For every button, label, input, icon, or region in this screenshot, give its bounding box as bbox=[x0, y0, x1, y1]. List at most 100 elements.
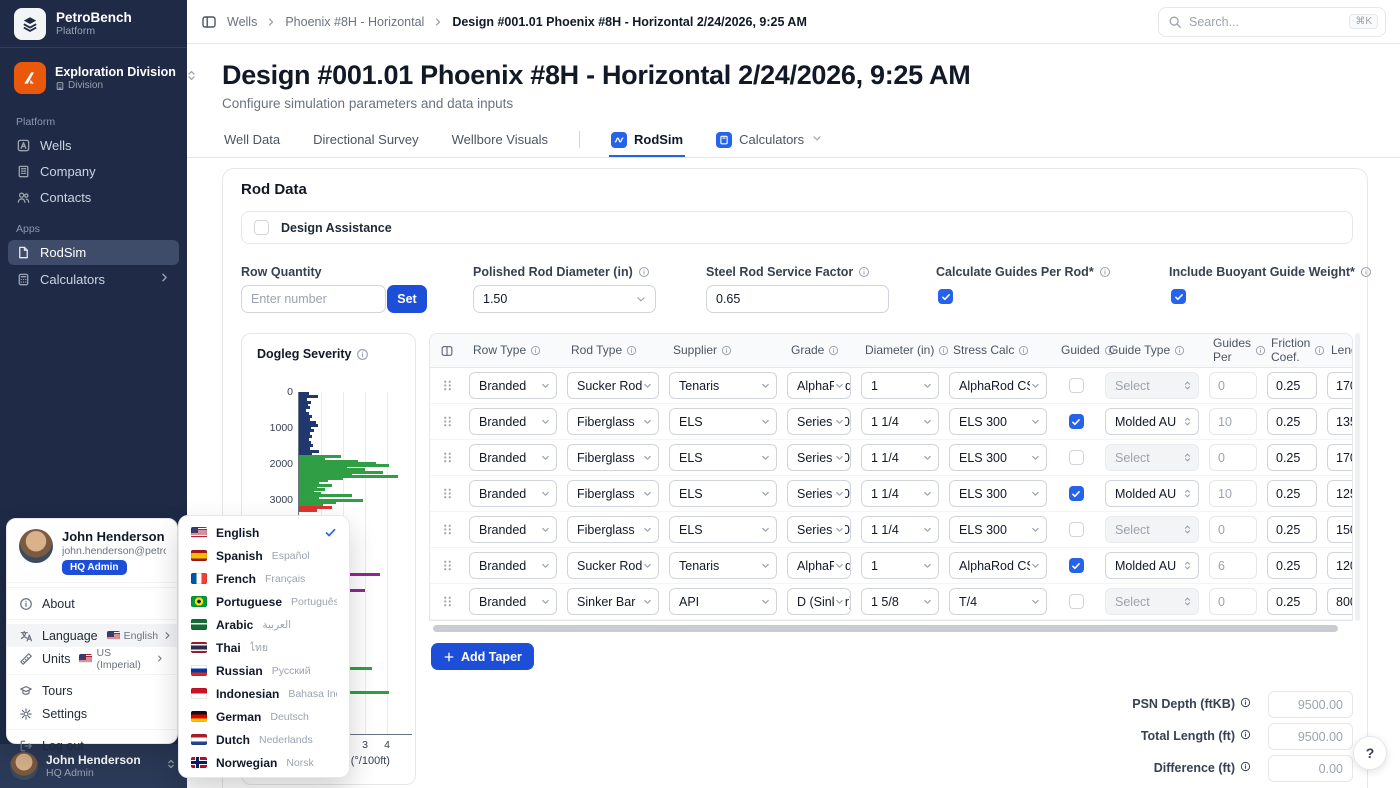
info-icon[interactable] bbox=[1240, 697, 1251, 711]
guides-per-input[interactable] bbox=[1209, 480, 1257, 507]
row-quantity-input[interactable] bbox=[241, 285, 386, 313]
steel-rod-service-factor-input[interactable] bbox=[706, 285, 889, 313]
language-option-french[interactable]: French Français bbox=[179, 567, 349, 590]
stress-calc-select[interactable]: ELS 300 bbox=[949, 516, 1047, 543]
info-icon[interactable] bbox=[828, 345, 839, 356]
diameter-select[interactable]: 1 5/8 bbox=[861, 588, 939, 615]
info-icon[interactable] bbox=[1174, 345, 1185, 356]
guides-per-input[interactable] bbox=[1209, 552, 1257, 579]
guided-checkbox[interactable] bbox=[1068, 414, 1084, 429]
drag-handle-icon[interactable] bbox=[440, 522, 455, 537]
info-icon[interactable] bbox=[1018, 345, 1029, 356]
columns-icon[interactable] bbox=[440, 344, 454, 358]
grade-select[interactable]: D (Sinker) bbox=[787, 588, 851, 615]
guides-per-input[interactable] bbox=[1209, 516, 1257, 543]
drag-handle-icon[interactable] bbox=[440, 486, 455, 501]
friction-coef-input[interactable] bbox=[1267, 516, 1317, 543]
add-taper-button[interactable]: Add Taper bbox=[431, 643, 534, 670]
diameter-select[interactable]: 1 1/4 bbox=[861, 408, 939, 435]
summary-value-2[interactable] bbox=[1268, 723, 1353, 750]
summary-value-1[interactable] bbox=[1268, 691, 1353, 718]
menu-item-log-out[interactable]: Log out bbox=[7, 734, 177, 757]
row-type-select[interactable]: Branded bbox=[469, 408, 557, 435]
scrollbar-thumb[interactable] bbox=[433, 625, 1338, 632]
tab-directional-survey[interactable]: Directional Survey bbox=[311, 124, 421, 157]
info-icon[interactable] bbox=[858, 266, 870, 278]
stress-calc-select[interactable]: ELS 300 bbox=[949, 408, 1047, 435]
length-input[interactable] bbox=[1327, 480, 1352, 507]
sidebar-item-contacts[interactable]: Contacts bbox=[8, 185, 179, 210]
supplier-select[interactable]: ELS bbox=[669, 408, 777, 435]
rod-type-select[interactable]: Fiberglass bbox=[567, 516, 659, 543]
diameter-select[interactable]: 1 1/4 bbox=[861, 516, 939, 543]
length-input[interactable] bbox=[1327, 444, 1352, 471]
menu-item-settings[interactable]: Settings bbox=[7, 702, 177, 725]
sidebar-item-calculators[interactable]: Calculators bbox=[8, 266, 179, 292]
design-assistance-checkbox[interactable] bbox=[254, 220, 269, 235]
diameter-select[interactable]: 1 bbox=[861, 372, 939, 399]
row-type-select[interactable]: Branded bbox=[469, 516, 557, 543]
supplier-select[interactable]: API bbox=[669, 588, 777, 615]
rod-type-select[interactable]: Sucker Rod bbox=[567, 372, 659, 399]
breadcrumb-item[interactable]: Wells bbox=[227, 14, 258, 29]
language-option-thai[interactable]: Thai ไทย bbox=[179, 636, 349, 659]
guides-per-input[interactable] bbox=[1209, 372, 1257, 399]
rod-type-select[interactable]: Fiberglass bbox=[567, 444, 659, 471]
drag-handle-icon[interactable] bbox=[440, 450, 455, 465]
menu-item-units[interactable]: Units US (Imperial) bbox=[7, 647, 177, 671]
org-switcher[interactable]: Exploration Division Division bbox=[8, 56, 195, 100]
friction-coef-input[interactable] bbox=[1267, 480, 1317, 507]
length-input[interactable] bbox=[1327, 588, 1352, 615]
info-icon[interactable] bbox=[1360, 266, 1372, 278]
help-button[interactable]: ? bbox=[1353, 736, 1387, 770]
guide-type-select[interactable]: Molded AU bbox=[1105, 552, 1199, 579]
drag-handle-icon[interactable] bbox=[440, 414, 455, 429]
guided-checkbox[interactable] bbox=[1068, 558, 1084, 573]
rod-type-select[interactable]: Fiberglass bbox=[567, 480, 659, 507]
language-option-russian[interactable]: Russian Русский bbox=[179, 659, 349, 682]
guided-checkbox[interactable] bbox=[1068, 594, 1084, 609]
sidebar-toggle-icon[interactable] bbox=[201, 14, 217, 30]
info-icon[interactable] bbox=[356, 348, 369, 361]
sidebar-user-footer[interactable]: John Henderson HQ Admin bbox=[0, 744, 187, 788]
info-icon[interactable] bbox=[1104, 345, 1115, 356]
language-option-norwegian[interactable]: Norwegian Norsk bbox=[179, 751, 349, 774]
menu-item-language[interactable]: Language English bbox=[7, 624, 177, 648]
language-option-english[interactable]: English bbox=[179, 521, 349, 544]
grade-select[interactable]: Series 300 bbox=[787, 444, 851, 471]
info-icon[interactable] bbox=[638, 266, 650, 278]
breadcrumb-item[interactable]: Phoenix #8H - Horizontal bbox=[285, 14, 425, 29]
drag-handle-icon[interactable] bbox=[440, 558, 455, 573]
friction-coef-input[interactable] bbox=[1267, 444, 1317, 471]
drag-handle-icon[interactable] bbox=[440, 594, 455, 609]
grade-select[interactable]: Series 300 bbox=[787, 408, 851, 435]
drag-handle-icon[interactable] bbox=[440, 378, 455, 393]
search-box[interactable]: ⌘K bbox=[1158, 6, 1386, 37]
supplier-select[interactable]: Tenaris bbox=[669, 552, 777, 579]
language-option-indonesian[interactable]: Indonesian Bahasa Indonesia bbox=[179, 682, 349, 705]
guided-checkbox[interactable] bbox=[1068, 522, 1084, 537]
friction-coef-input[interactable] bbox=[1267, 372, 1317, 399]
friction-coef-input[interactable] bbox=[1267, 588, 1317, 615]
supplier-select[interactable]: ELS bbox=[669, 516, 777, 543]
stress-calc-select[interactable]: ELS 300 bbox=[949, 480, 1047, 507]
language-option-arabic[interactable]: Arabic العربية bbox=[179, 613, 349, 636]
rod-type-select[interactable]: Fiberglass bbox=[567, 408, 659, 435]
tab-well-data[interactable]: Well Data bbox=[222, 124, 282, 157]
diameter-select[interactable]: 1 1/4 bbox=[861, 444, 939, 471]
info-icon[interactable] bbox=[626, 345, 637, 356]
polished-rod-diameter-select[interactable]: 1.50 bbox=[473, 285, 656, 313]
length-input[interactable] bbox=[1327, 516, 1352, 543]
guided-checkbox[interactable] bbox=[1068, 450, 1084, 465]
info-icon[interactable] bbox=[1240, 729, 1251, 743]
language-option-portuguese[interactable]: Portuguese Português bbox=[179, 590, 349, 613]
set-button[interactable]: Set bbox=[387, 285, 427, 313]
info-icon[interactable] bbox=[1240, 761, 1251, 775]
supplier-select[interactable]: ELS bbox=[669, 480, 777, 507]
stress-calc-select[interactable]: ELS 300 bbox=[949, 444, 1047, 471]
sidebar-item-wells[interactable]: Wells bbox=[8, 133, 179, 158]
diameter-select[interactable]: 1 1/4 bbox=[861, 480, 939, 507]
row-type-select[interactable]: Branded bbox=[469, 480, 557, 507]
stress-calc-select[interactable]: T/4 bbox=[949, 588, 1047, 615]
language-option-german[interactable]: German Deutsch bbox=[179, 705, 349, 728]
